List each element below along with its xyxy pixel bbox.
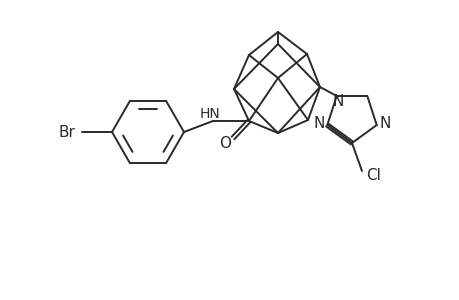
Text: N: N — [313, 116, 324, 130]
Text: N: N — [331, 94, 343, 110]
Text: N: N — [378, 116, 390, 130]
Text: O: O — [218, 136, 230, 151]
Text: HN: HN — [199, 107, 220, 121]
Text: Br: Br — [58, 124, 75, 140]
Text: Cl: Cl — [366, 169, 381, 184]
